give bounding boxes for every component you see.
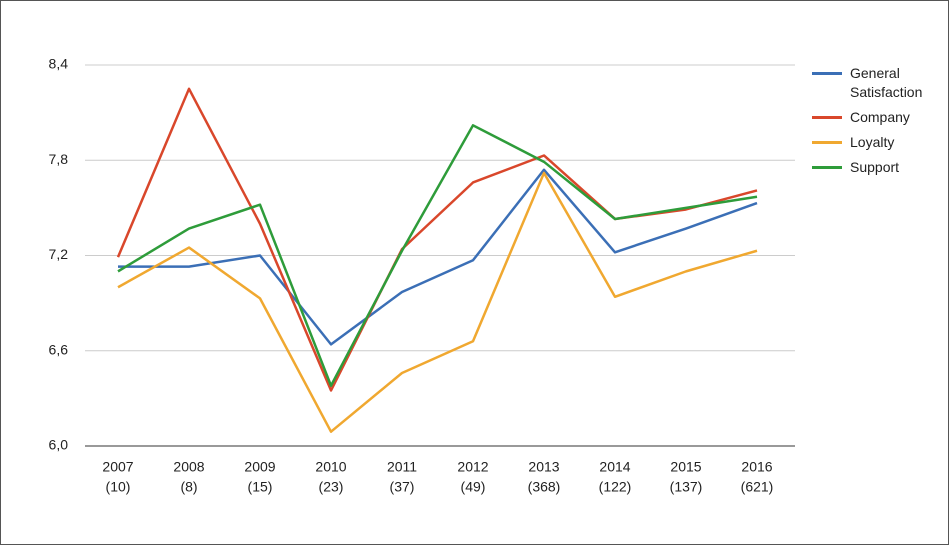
legend-label: Company	[850, 109, 910, 125]
x-tick-label: 2009	[244, 459, 275, 475]
legend-item: General Satisfaction	[812, 64, 947, 102]
x-tick-label: (37)	[390, 479, 415, 495]
y-tick-label: 6,0	[49, 437, 69, 453]
legend-label: General Satisfaction	[850, 65, 923, 100]
x-tick-label: (368)	[528, 479, 561, 495]
legend-item: Loyalty	[812, 133, 947, 152]
legend-swatch	[812, 72, 842, 75]
series-line	[117, 124, 758, 387]
y-tick-label: 6,6	[49, 341, 69, 357]
x-tick-label: (122)	[599, 479, 632, 495]
x-tick-label: 2010	[315, 459, 346, 475]
x-tick-label: 2008	[173, 459, 204, 475]
x-tick-label: (621)	[741, 479, 774, 495]
y-tick-label: 7,2	[49, 246, 69, 262]
legend-swatch	[812, 116, 842, 119]
legend-item: Support	[812, 158, 947, 177]
legend-label: Loyalty	[850, 134, 895, 150]
x-tick-label: 2013	[528, 459, 559, 475]
y-tick-label: 7,8	[49, 151, 69, 167]
legend-label: Support	[850, 159, 900, 175]
x-tick-label: 2015	[670, 459, 701, 475]
x-tick-label: 2007	[102, 459, 133, 475]
x-tick-label: (15)	[248, 479, 273, 495]
x-tick-label: 2012	[457, 459, 488, 475]
y-tick-label: 8,4	[49, 56, 69, 72]
x-tick-label: (49)	[461, 479, 486, 495]
x-tick-label: 2014	[599, 459, 630, 475]
legend-swatch	[812, 141, 842, 144]
x-tick-label: (23)	[319, 479, 344, 495]
x-tick-label: 2016	[741, 459, 772, 475]
legend: General Satisfaction Company Loyalty Suppor…	[812, 64, 947, 183]
x-tick-label: (137)	[670, 479, 703, 495]
x-tick-label: (8)	[180, 479, 197, 495]
legend-swatch	[812, 166, 842, 169]
x-tick-label: (10)	[106, 479, 131, 495]
series-line	[118, 168, 758, 346]
series-line	[116, 87, 758, 392]
legend-item: Company	[812, 108, 947, 127]
series-line	[117, 171, 758, 433]
x-tick-label: 2011	[387, 459, 417, 475]
